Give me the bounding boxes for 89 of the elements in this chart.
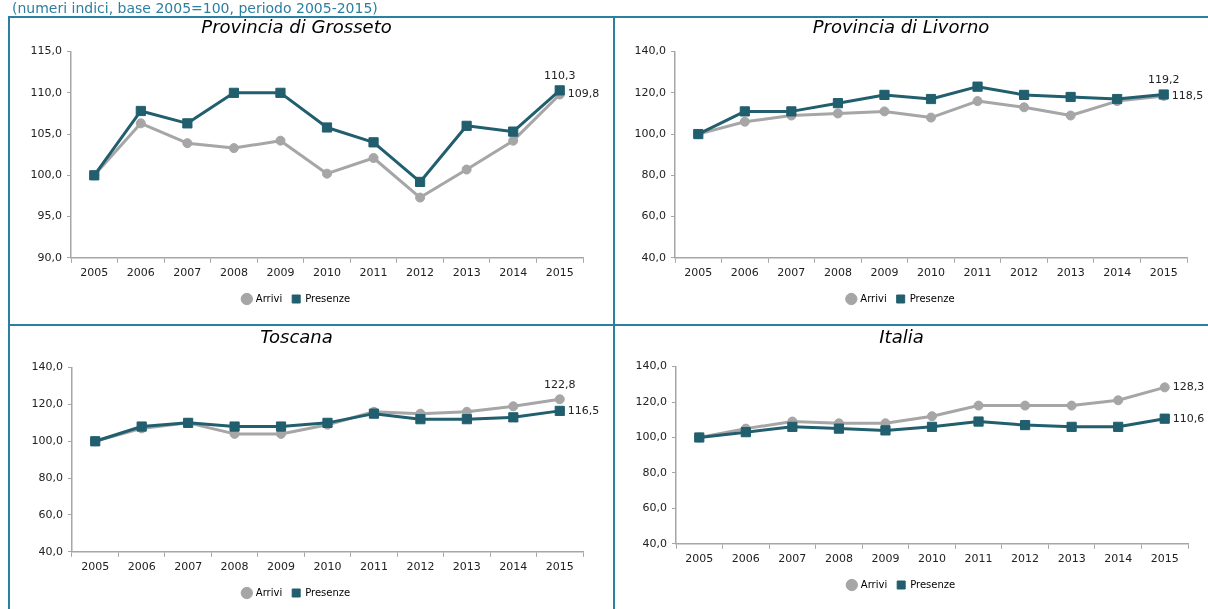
- y-tick-label: 120,0: [635, 394, 667, 408]
- y-tick-label: 80,0: [641, 168, 666, 182]
- chart-title: Provincia di Grosseto: [201, 16, 392, 38]
- x-tick-label: 2009: [871, 552, 900, 566]
- y-tick-label: 60,0: [38, 507, 63, 521]
- x-tick-label: 2006: [127, 560, 156, 574]
- x-tick-label: 2011: [359, 560, 388, 574]
- legend-label: Presenze: [909, 292, 955, 304]
- data-label: 110,6: [1172, 411, 1205, 425]
- data-label: 118,5: [1171, 88, 1204, 102]
- x-tick-label: 2015: [545, 560, 574, 574]
- y-tick-label: 110,0: [30, 85, 62, 99]
- data-label: 109,8: [567, 87, 600, 101]
- x-tick-label: 2013: [452, 266, 481, 280]
- x-tick-label: 2008: [219, 266, 248, 280]
- y-tick-label: 140,0: [634, 44, 666, 58]
- x-tick-label: 2005: [81, 560, 110, 574]
- x-tick-label: 2012: [1011, 552, 1040, 566]
- y-tick-label: 140,0: [31, 360, 63, 374]
- x-tick-label: 2007: [778, 552, 807, 566]
- legend-label: Presenze: [910, 578, 956, 590]
- text: (numeri indici, base 2005=100, periodo 2005-2015): [12, 0, 378, 16]
- y-tick-label: 140,0: [635, 359, 667, 373]
- x-tick-label: 2012: [406, 560, 435, 574]
- chart-title: Toscana: [260, 326, 333, 348]
- chart-title: Provincia di Livorno: [812, 16, 990, 38]
- y-tick-label: 120,0: [634, 85, 666, 99]
- chart-title: Italia: [879, 326, 924, 348]
- x-tick-label: 2006: [731, 552, 760, 566]
- y-tick-label: 60,0: [641, 209, 666, 223]
- data-label: 116,5: [567, 403, 600, 417]
- y-tick-label: 80,0: [38, 470, 63, 484]
- legend-label: Presenze: [305, 292, 351, 304]
- x-tick-label: 2005: [80, 266, 109, 280]
- y-tick-label: 100,0: [634, 126, 666, 140]
- legend-label: Presenze: [305, 586, 351, 598]
- x-tick-label: 2013: [1056, 266, 1085, 280]
- y-tick-label: 40,0: [38, 544, 63, 558]
- x-tick-label: 2005: [685, 552, 714, 566]
- x-tick-label: 2011: [964, 552, 993, 566]
- x-tick-label: 2012: [1010, 266, 1039, 280]
- x-tick-label: 2007: [777, 266, 806, 280]
- data-label: 128,3: [1172, 380, 1205, 394]
- legend-label: Arrivi: [860, 578, 888, 590]
- x-tick-label: 2012: [406, 266, 435, 280]
- y-tick-label: 105,0: [30, 126, 62, 140]
- legend-label: Arrivi: [860, 292, 887, 304]
- x-tick-label: 2008: [824, 552, 853, 566]
- legend-label: Arrivi: [255, 292, 283, 304]
- x-tick-label: 2010: [917, 266, 945, 280]
- x-tick-label: 2006: [126, 266, 155, 280]
- x-tick-label: 2005: [684, 266, 713, 280]
- x-tick-label: 2011: [359, 266, 388, 280]
- x-tick-label: 2014: [499, 266, 528, 280]
- x-tick-label: 2015: [1150, 552, 1179, 566]
- y-tick-label: 40,0: [641, 250, 666, 264]
- x-tick-label: 2008: [823, 266, 852, 280]
- y-tick-label: 80,0: [642, 465, 667, 479]
- x-tick-label: 2007: [173, 266, 202, 280]
- data-label: 122,8: [544, 377, 576, 391]
- y-tick-label: 115,0: [30, 44, 62, 58]
- x-tick-label: 2011: [963, 266, 992, 280]
- y-tick-label: 60,0: [642, 501, 667, 515]
- y-tick-label: 40,0: [642, 536, 667, 550]
- data-label: 110,3: [543, 68, 576, 82]
- x-tick-label: 2013: [452, 560, 481, 574]
- x-tick-label: 2014: [1104, 552, 1133, 566]
- x-tick-label: 2010: [313, 560, 342, 574]
- x-tick-label: 2006: [730, 266, 759, 280]
- x-tick-label: 2007: [174, 560, 203, 574]
- y-tick-label: 120,0: [31, 397, 63, 411]
- data-label: 119,2: [1147, 72, 1180, 86]
- x-tick-label: 2009: [266, 266, 295, 280]
- x-tick-label: 2014: [1103, 266, 1132, 280]
- y-tick-label: 95,0: [37, 209, 62, 223]
- x-tick-label: 2008: [220, 560, 249, 574]
- y-tick-label: 100,0: [30, 168, 62, 182]
- legend-label: Arrivi: [255, 586, 283, 598]
- x-tick-label: 2010: [313, 266, 341, 280]
- x-tick-label: 2013: [1057, 552, 1086, 566]
- y-tick-label: 100,0: [31, 434, 63, 448]
- x-tick-label: 2014: [499, 560, 528, 574]
- x-tick-label: 2010: [918, 552, 946, 566]
- y-tick-label: 100,0: [635, 430, 667, 444]
- x-tick-label: 2009: [870, 266, 899, 280]
- x-tick-label: 2015: [1149, 266, 1178, 280]
- x-tick-label: 2009: [267, 560, 296, 574]
- y-tick-label: 90,0: [37, 250, 62, 264]
- x-tick-label: 2015: [545, 266, 574, 280]
